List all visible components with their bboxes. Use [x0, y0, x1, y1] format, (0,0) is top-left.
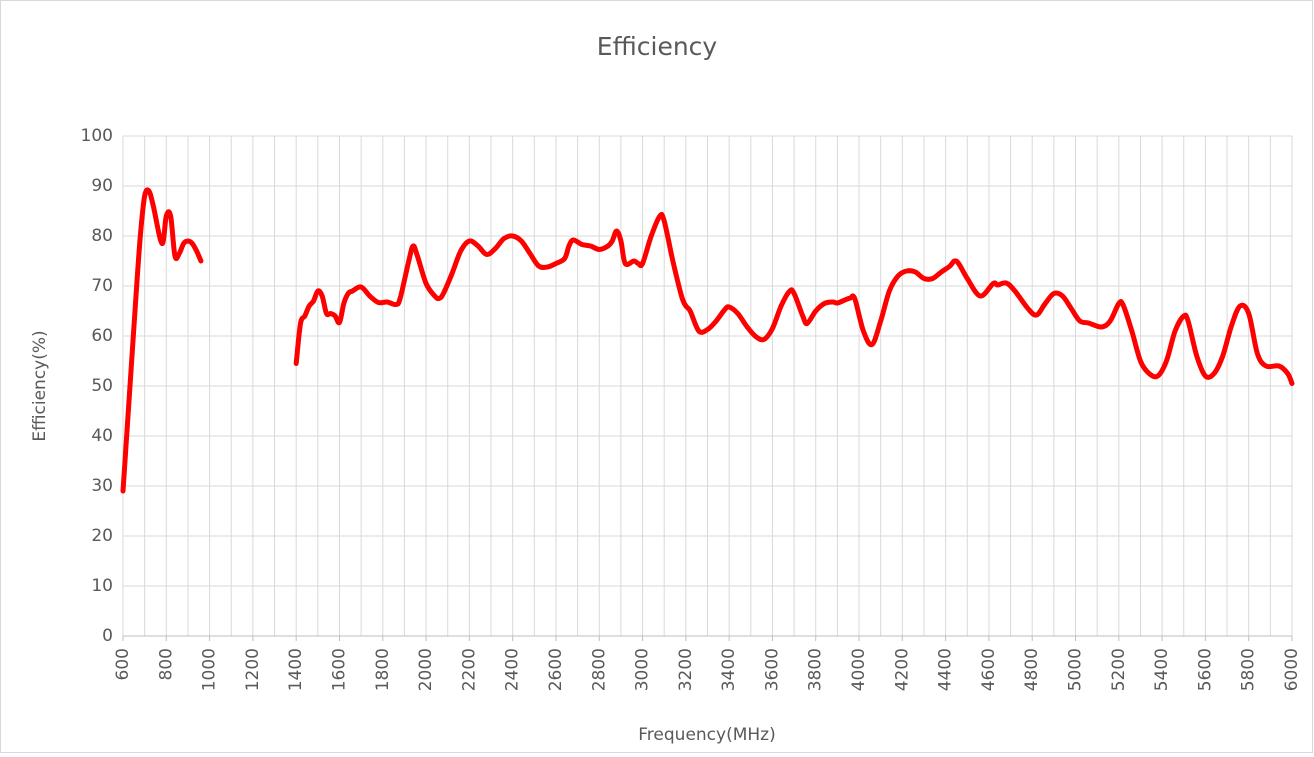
x-tick-label: 2800	[589, 648, 609, 691]
x-tick-label: 1000	[200, 648, 220, 691]
x-tick-label: 3200	[676, 648, 696, 691]
x-tick-label: 2600	[546, 648, 566, 691]
x-tick-label: 5800	[1239, 648, 1259, 691]
y-tick-label: 40	[91, 426, 113, 446]
x-tick-label: 600	[113, 648, 133, 680]
x-tick-label: 2000	[416, 648, 436, 691]
x-tick-label: 1600	[329, 648, 349, 691]
x-tick-label: 3600	[762, 648, 782, 691]
y-tick-label: 60	[91, 326, 113, 346]
x-tick-label: 4800	[1022, 648, 1042, 691]
x-tick-label: 4600	[979, 648, 999, 691]
x-tick-label: 1800	[373, 648, 393, 691]
y-tick-label: 50	[91, 376, 113, 396]
x-tick-label: 1200	[243, 648, 263, 691]
x-tick-label: 800	[156, 648, 176, 680]
chart-title: Efficiency	[597, 32, 718, 61]
x-tick-label: 3000	[633, 648, 653, 691]
x-tick-label: 4400	[936, 648, 956, 691]
x-tick-label: 6000	[1282, 648, 1302, 691]
x-tick-label: 2200	[459, 648, 479, 691]
x-tick-label: 5600	[1195, 648, 1215, 691]
data-line	[120, 187, 204, 494]
x-tick-label: 3400	[719, 648, 739, 691]
x-tick-label: 5000	[1066, 648, 1086, 691]
data-line	[293, 212, 1295, 386]
x-tick-label: 3800	[806, 648, 826, 691]
x-axis-label: Frequency(MHz)	[638, 725, 775, 745]
x-tick-label: 5200	[1109, 648, 1129, 691]
x-tick-label: 5400	[1152, 648, 1172, 691]
x-tick-label: 4000	[849, 648, 869, 691]
y-tick-label: 90	[91, 176, 113, 196]
x-tick-label: 1400	[286, 648, 306, 691]
y-tick-label: 70	[91, 276, 113, 296]
y-axis-label: Efficiency(%)	[30, 330, 50, 441]
y-tick-label: 20	[91, 526, 113, 546]
x-tick-label: 2400	[503, 648, 523, 691]
y-tick-label: 30	[91, 476, 113, 496]
y-tick-label: 100	[81, 126, 113, 146]
x-tick-label: 4200	[892, 648, 912, 691]
y-tick-label: 80	[91, 226, 113, 246]
y-tick-label: 10	[91, 576, 113, 596]
y-tick-label: 0	[102, 626, 113, 646]
